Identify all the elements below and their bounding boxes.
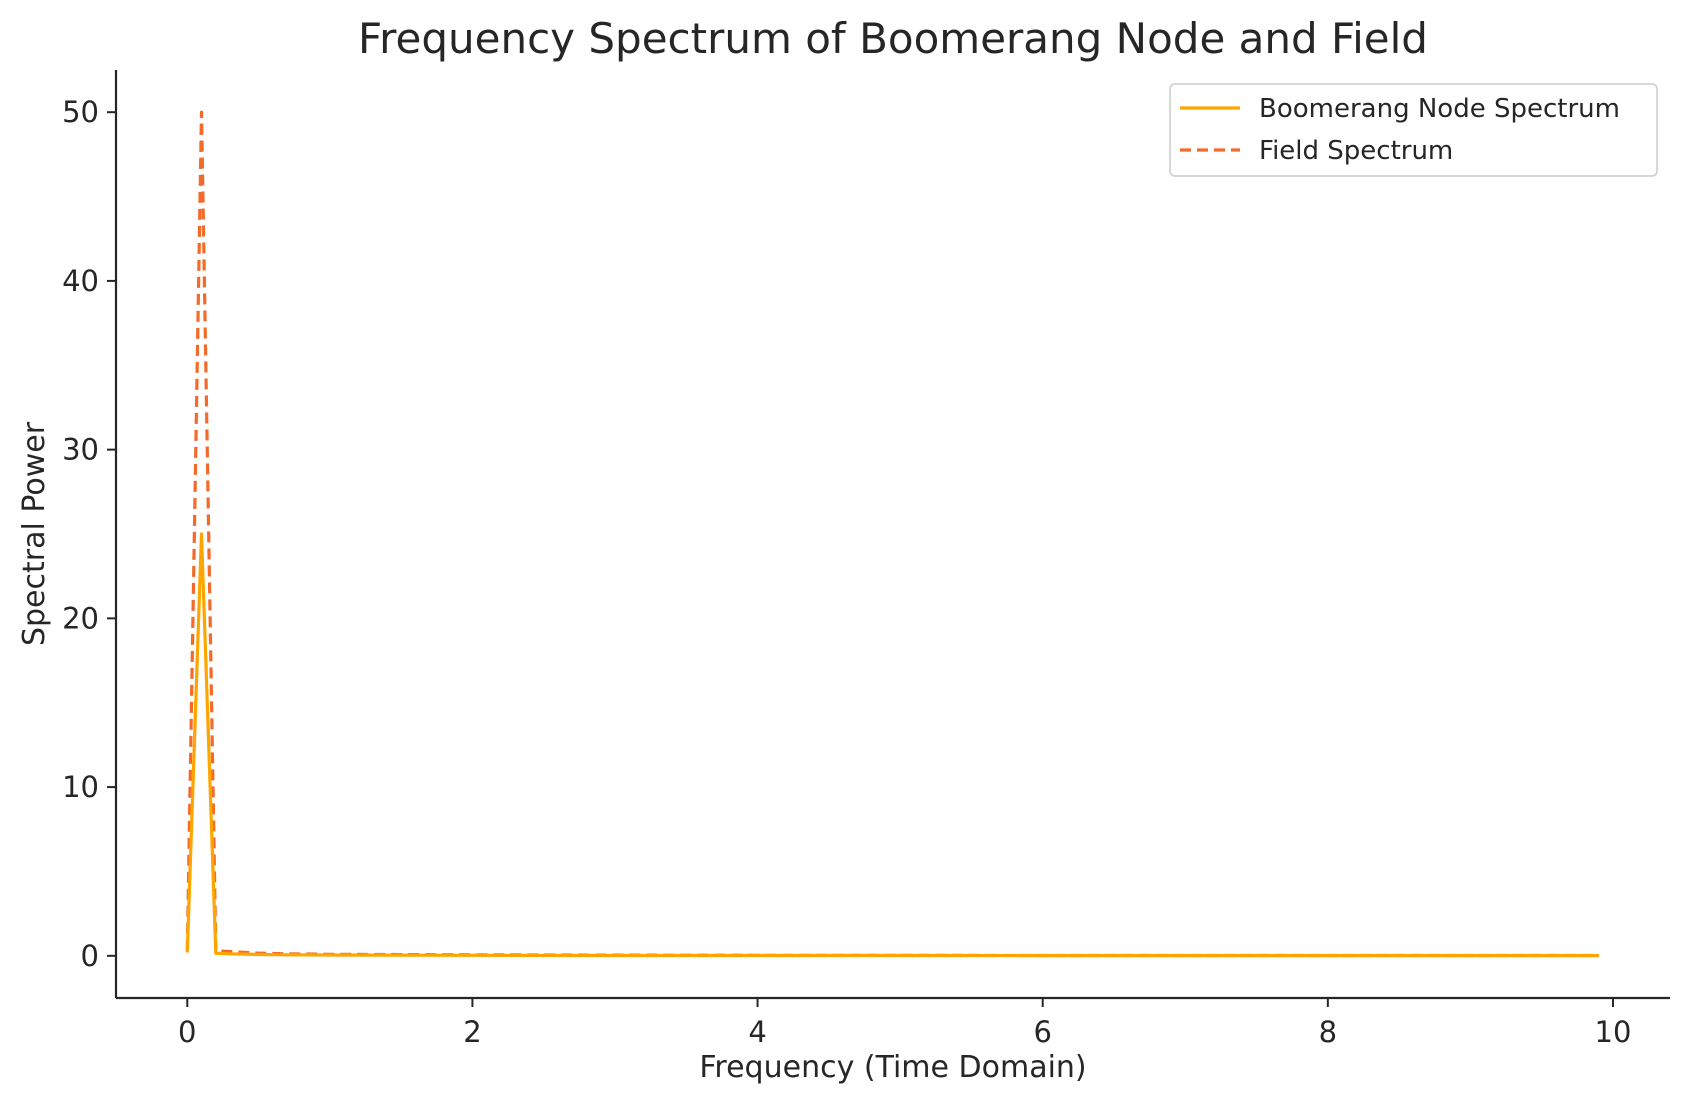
series-line-field xyxy=(185,110,1599,958)
x-tick-label: 10 xyxy=(1595,1015,1632,1049)
legend: Boomerang Node Spectrum Field Spectrum xyxy=(1169,83,1658,177)
y-axis-ticks: 0 10 20 30 40 50 xyxy=(62,95,116,973)
chart-title: Frequency Spectrum of Boomerang Node and… xyxy=(358,14,1428,63)
y-axis-label: Spectral Power xyxy=(17,421,52,646)
y-tick-label: 50 xyxy=(62,95,99,129)
y-tick-label: 40 xyxy=(62,264,99,298)
plot-series-group xyxy=(185,110,1599,958)
legend-frame xyxy=(1169,83,1658,177)
series-line-boomerang-node xyxy=(185,532,1599,958)
y-tick-label: 0 xyxy=(81,939,99,973)
y-tick-label: 10 xyxy=(62,770,99,804)
legend-label-field: Field Spectrum xyxy=(1259,136,1453,166)
x-tick-label: 2 xyxy=(463,1015,481,1049)
x-tick-label: 0 xyxy=(178,1015,196,1049)
x-tick-label: 8 xyxy=(1319,1015,1337,1049)
x-tick-label: 4 xyxy=(748,1015,766,1049)
legend-label-boomerang-node: Boomerang Node Spectrum xyxy=(1259,94,1620,124)
x-axis-label: Frequency (Time Domain) xyxy=(699,1050,1086,1085)
x-tick-label: 6 xyxy=(1033,1015,1051,1049)
y-tick-label: 20 xyxy=(62,601,99,635)
y-tick-label: 30 xyxy=(62,433,99,467)
x-axis-ticks: 0 2 4 6 8 10 xyxy=(178,998,1631,1049)
